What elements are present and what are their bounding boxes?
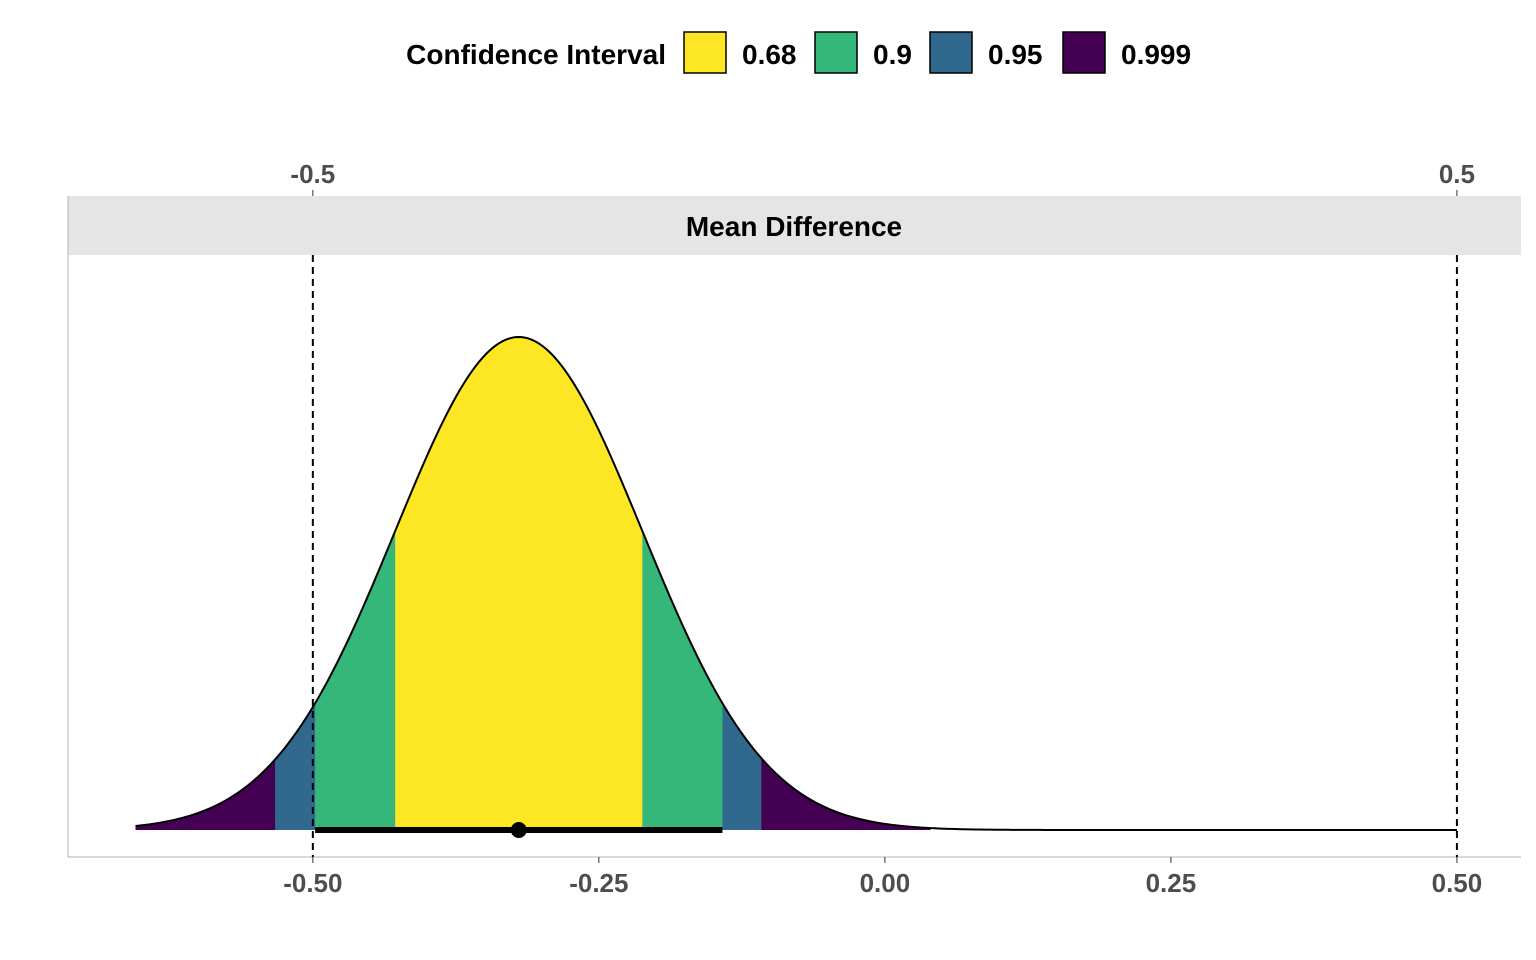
legend-label-0.68: 0.68 bbox=[742, 39, 797, 70]
legend-item-0.68: 0.68 bbox=[683, 31, 797, 74]
legend-label-0.95: 0.95 bbox=[988, 39, 1043, 70]
legend-label-0.999: 0.999 bbox=[1121, 39, 1191, 70]
x-tick-label-0.00: 0.00 bbox=[860, 868, 911, 898]
legend: Confidence Interval 0.68 0.9 0.95 0.999 bbox=[406, 31, 1191, 74]
top-tick-label-neg: -0.5 bbox=[290, 159, 335, 189]
top-axis: -0.5 0.5 bbox=[290, 159, 1475, 196]
band-0.68 bbox=[395, 337, 643, 830]
density-bands bbox=[135, 337, 931, 830]
legend-item-0.9: 0.9 bbox=[814, 31, 912, 74]
legend-item-0.95: 0.95 bbox=[929, 31, 1043, 74]
x-tick-label-0.50: 0.50 bbox=[1432, 868, 1483, 898]
legend-key-0.95 bbox=[929, 31, 973, 74]
legend-key-0.68 bbox=[683, 31, 727, 74]
x-tick-label-neg0.25: -0.25 bbox=[569, 868, 628, 898]
facet-strip: Mean Difference bbox=[68, 196, 1521, 255]
density-curve bbox=[135, 335, 1457, 831]
top-tick-label-pos: 0.5 bbox=[1439, 159, 1475, 189]
facet-strip-background bbox=[68, 196, 1521, 255]
x-tick-label-0.25: 0.25 bbox=[1146, 868, 1197, 898]
legend-label-0.9: 0.9 bbox=[873, 39, 912, 70]
bottom-axis: -0.50 -0.25 0.00 0.25 0.50 bbox=[283, 857, 1482, 898]
point-estimate-marker bbox=[510, 822, 527, 838]
legend-key-0.9 bbox=[814, 31, 858, 74]
legend-key-0.999 bbox=[1062, 31, 1106, 74]
facet-title: Mean Difference bbox=[686, 211, 902, 242]
legend-item-0.999: 0.999 bbox=[1062, 31, 1191, 74]
legend-title: Confidence Interval bbox=[406, 39, 666, 70]
x-tick-label-neg0.50: -0.50 bbox=[283, 868, 342, 898]
panel-border bbox=[67, 196, 1521, 858]
